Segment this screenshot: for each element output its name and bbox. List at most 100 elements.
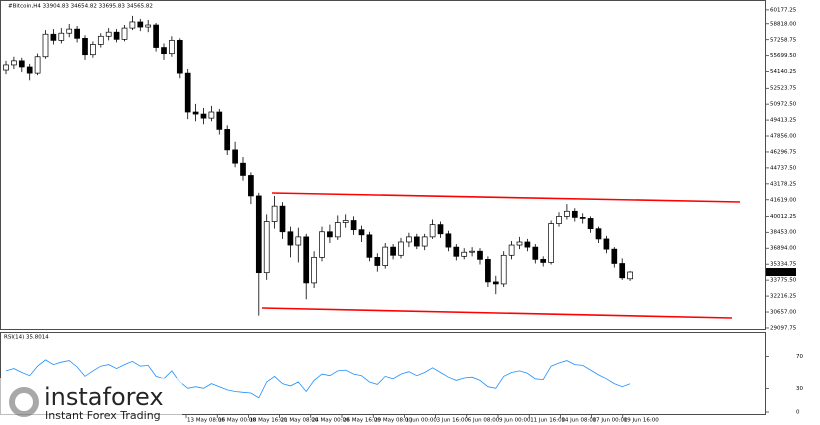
candle-body <box>90 44 96 56</box>
candle-body <box>366 234 373 258</box>
candle-body <box>564 210 570 217</box>
candle-body <box>287 231 294 246</box>
candle-body <box>627 271 633 280</box>
candle-body <box>579 217 586 219</box>
x-tick-label: 13 May 08:00 <box>187 418 225 424</box>
candle-body <box>11 60 17 66</box>
rsi-tick-label: 0 <box>796 410 800 416</box>
rsi-tick-label: 30 <box>796 386 803 392</box>
candle-body <box>192 111 199 115</box>
candle-body <box>524 241 531 248</box>
y-tick-label: 50972.50 <box>770 102 797 108</box>
candle-body <box>224 129 231 151</box>
candle-body <box>58 32 65 41</box>
candle-body <box>208 111 215 119</box>
y-tick-label: 49413.25 <box>770 118 797 124</box>
rsi-pane <box>0 332 766 415</box>
candle-body <box>453 246 460 257</box>
x-tick-label: 21 May 08:00 <box>281 418 319 424</box>
chart-header: #Bitcoin,H4 33904.83 34654.82 33695.83 3… <box>8 4 153 10</box>
x-tick-label: 11 Jun 16:00 <box>530 418 565 424</box>
candle-body <box>571 210 578 218</box>
candle-body <box>169 40 175 55</box>
candle-body <box>216 111 223 130</box>
lower-channel-line <box>261 307 733 319</box>
candle-body <box>200 113 207 119</box>
x-tick-label: 24 May 00:00 <box>312 418 350 424</box>
candle-body <box>500 254 507 285</box>
candle-body <box>406 236 412 243</box>
candle-body <box>358 229 365 236</box>
candle-body <box>74 28 80 39</box>
x-tick-label: 17 Jun 00:00 <box>593 418 628 424</box>
candle-body <box>295 236 302 246</box>
candle-body <box>342 220 349 223</box>
candle-body <box>303 236 310 284</box>
x-tick-label: 1 Jun 00:00 <box>405 418 437 424</box>
y-tick-label: 44737.50 <box>770 165 797 171</box>
candle-body <box>350 220 357 231</box>
candle-body <box>540 259 547 263</box>
candle-body <box>492 281 499 285</box>
candle-body <box>42 33 49 58</box>
y-tick-label: 41619.00 <box>770 197 797 203</box>
candle-body <box>176 40 183 74</box>
candle-body <box>516 241 523 246</box>
y-tick-label: 57258.75 <box>770 37 797 43</box>
rsi-header: RSI(14) 35.8014 <box>4 335 49 341</box>
candle-body <box>477 250 483 260</box>
y-tick-label: 54140.25 <box>770 69 797 75</box>
candle-body <box>240 162 246 176</box>
candle-body <box>382 246 389 266</box>
candle-body <box>34 56 41 74</box>
candle-body <box>508 244 515 256</box>
candle-body <box>279 205 286 233</box>
watermark-brand: instaforex <box>44 383 164 411</box>
candle-body <box>145 24 152 28</box>
y-tick-label: 29097.75 <box>770 325 797 331</box>
candle-body <box>82 37 88 56</box>
candle-body <box>66 28 73 34</box>
candle-body <box>334 222 341 238</box>
candle-body <box>263 221 270 274</box>
watermark-logo-inner <box>15 393 33 411</box>
x-tick-label: 9 Jun 00:00 <box>499 418 531 424</box>
candle-body <box>97 35 104 45</box>
y-tick-label: 33775.50 <box>770 278 797 284</box>
candle-body <box>619 263 626 279</box>
candle-body <box>532 246 539 260</box>
candle-body <box>469 250 475 253</box>
candle-body <box>429 224 436 238</box>
candle-body <box>548 223 554 263</box>
candle-body <box>595 228 602 240</box>
watermark-tagline: Instant Forex Trading <box>45 409 161 422</box>
main-pane <box>0 0 766 330</box>
plot-layer: 60177.25 58818.00 57258.75 55699.50 54140.25… <box>3 7 803 424</box>
candle-body <box>121 27 128 40</box>
x-tick-label: 14 Jun 08:00 <box>561 418 596 424</box>
candle-body <box>232 149 238 164</box>
candle-body <box>311 256 317 284</box>
candle-body <box>327 231 333 238</box>
current-price-label: 34565.82 <box>768 270 794 276</box>
y-tick-label: 32216.25 <box>770 294 797 300</box>
candle-body <box>587 218 594 230</box>
x-tick-label: 3 Jun 16:00 <box>437 418 469 424</box>
candle-body <box>153 24 159 48</box>
candle-body <box>485 259 491 283</box>
candle-body <box>129 21 136 29</box>
candle-body <box>248 175 254 197</box>
rsi-tick-label: 70 <box>796 354 803 360</box>
candle-body <box>603 238 610 250</box>
y-tick-label: 43178.25 <box>770 181 797 187</box>
candle-body <box>556 216 562 224</box>
candle-body <box>611 248 618 264</box>
candle-body <box>413 236 420 247</box>
candle-body <box>390 246 396 256</box>
watermark: instaforex Instant Forex Trading <box>0 378 182 425</box>
y-tick-label: 30657.00 <box>770 310 797 316</box>
candle-body <box>113 31 120 40</box>
y-tick-label: 60177.25 <box>770 7 797 13</box>
